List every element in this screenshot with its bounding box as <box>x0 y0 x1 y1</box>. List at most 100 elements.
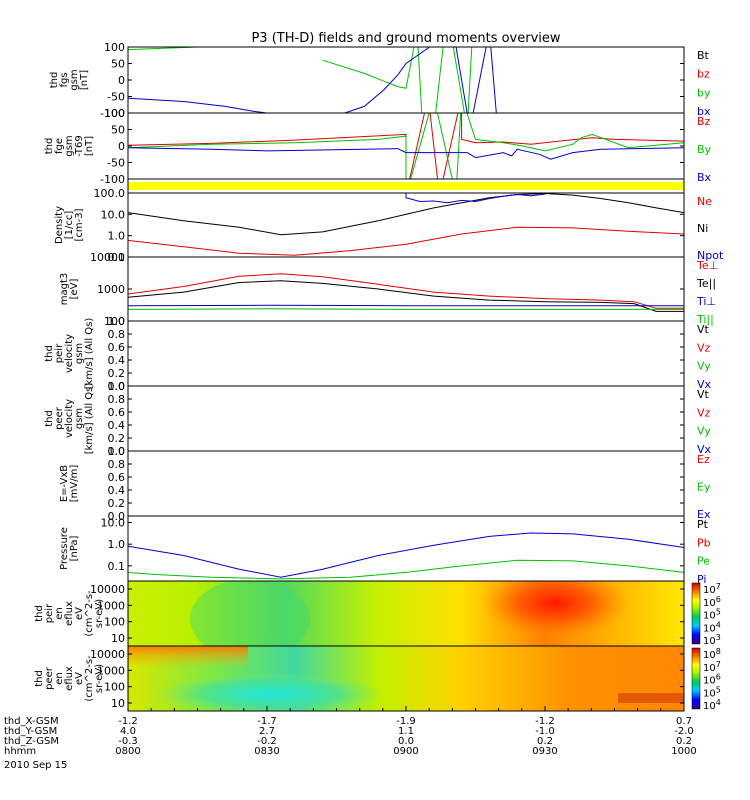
ylabel-peir-eflux: en <box>54 607 65 620</box>
ephemeris-value: -1.9 <box>396 716 416 727</box>
ylabel-peer-velocity: thd <box>44 410 55 427</box>
frame-peer-velocity <box>127 385 685 452</box>
legend-density-Npot: Npot <box>697 249 724 262</box>
ephemeris-value: 1.1 <box>398 726 414 737</box>
ytick-efield: 0.0 <box>108 510 126 523</box>
legend-efield-Ex: Ex <box>697 508 711 521</box>
ylabel-peir-velocity: thd <box>44 345 55 362</box>
series-density-Ni <box>128 193 684 236</box>
ylabel-peer-eflux: en <box>54 672 65 685</box>
ytick-temperature: 100 <box>104 315 125 328</box>
colorbar-label: 104 <box>703 620 721 634</box>
ytick-density: 1.0 <box>108 230 126 243</box>
legend-peir-velocity-Vx: Vx <box>697 378 712 391</box>
ytick-peer-velocity: 1.0 <box>108 380 126 393</box>
legend-fge-Bx: Bx <box>697 171 712 184</box>
date-label: 2010 Sep 15 <box>4 760 67 771</box>
ytick-peer-eflux: 1000 <box>97 664 125 677</box>
ylabel-peir-eflux: peir <box>44 603 55 623</box>
ytick-peir-eflux: 1000 <box>97 599 125 612</box>
colorbar-label: 104 <box>703 698 721 712</box>
series-pressure-Pe <box>128 559 684 580</box>
ytick-temperature: 1000 <box>97 283 125 296</box>
ytick-fgs: 0 <box>118 74 125 87</box>
series-temperature-Ti|| <box>128 308 684 310</box>
ylabel-peir-eflux: (cm^2-s- <box>84 590 95 637</box>
ylabel-peer-eflux: thd <box>34 670 45 687</box>
ylabel-peir-velocity: [km/s] (All Qs) <box>84 318 95 390</box>
ylabel-peer-eflux: (cm^2-s- <box>84 655 95 702</box>
ytick-peir-eflux: 10 <box>111 632 125 645</box>
ytick-efield: 0.8 <box>108 458 126 471</box>
colorbar-label: 106 <box>703 595 721 609</box>
legend-peir-velocity-Vt: Vt <box>697 323 710 336</box>
ylabel-peir-velocity: gsm <box>74 343 85 364</box>
ytick-fgs: 100 <box>104 41 125 54</box>
frame-temperature <box>127 256 685 322</box>
legend-peir-velocity-Vz: Vz <box>697 341 711 354</box>
colorbar-label: 108 <box>703 647 721 661</box>
ytick-density: 10.0 <box>101 208 126 221</box>
panel-pressure: 10.0 1.0 0.1 Pressure [nPa] Pt Pb Pe Pi <box>59 515 711 586</box>
ephemeris-value: 1000 <box>671 746 696 757</box>
ytick-fge: -50 <box>107 157 125 170</box>
ephemeris-value: -1.0 <box>535 726 555 737</box>
legend-fgs-bx: bx <box>697 105 711 118</box>
ylabel-peir-eflux: eflux <box>64 601 75 626</box>
legend-pressure-Pt: Pt <box>697 518 709 531</box>
ylabel-temperature: magt3 <box>59 273 70 306</box>
ion-spectrogram <box>128 581 684 646</box>
ytick-fgs: -50 <box>107 91 125 104</box>
ytick-peer-velocity: 0.4 <box>108 419 126 432</box>
panel-fgs: 100 50 0 -50 -100 thd fgs gsm [nT] Bt bz by bx <box>49 41 711 120</box>
ytick-efield: 0.4 <box>108 484 126 497</box>
legend-efield-Ey: Ey <box>697 481 711 494</box>
ephemeris-value: 2.7 <box>259 726 275 737</box>
ytick-efield: 0.2 <box>108 497 126 510</box>
legend-temperature-Te⊥: Te⊥ <box>696 259 718 272</box>
frame-efield <box>127 450 685 517</box>
ylabel-density: Density <box>54 206 65 244</box>
frame-peir-velocity <box>127 320 685 387</box>
ylabel-peir-eflux: eV <box>74 607 85 620</box>
legend-fge-By: By <box>697 143 712 156</box>
legend-density-Ni: Ni <box>697 222 708 235</box>
ytick-pressure: 10.0 <box>101 517 126 530</box>
ylabel-efield: E=-VxB <box>59 465 70 502</box>
legend-pressure-Pe: Pe <box>697 555 710 568</box>
ytick-pressure: 1.0 <box>108 538 126 551</box>
ylabel-temperature: [eV] <box>69 279 80 300</box>
legend-pressure-Pb: Pb <box>697 536 711 549</box>
ytick-fge: 100 <box>104 107 125 120</box>
ephemeris-value: -1.7 <box>257 716 277 727</box>
electron-spectrogram <box>128 646 684 711</box>
ylabel-peer-eflux: eV <box>74 672 85 685</box>
ylabel-fgs: gsm <box>69 69 80 90</box>
ylabel-pressure: Pressure <box>59 527 70 570</box>
ytick-fgs: 50 <box>111 58 125 71</box>
panel-peir-eflux: 10000 1000 100 10 thd peir en eflux eV (cm^2-s-sr… <box>34 580 721 647</box>
figure-title: P3 (TH-D) fields and ground moments over… <box>251 31 560 46</box>
series-pressure-Pi <box>128 532 684 578</box>
series-fge-Bx <box>128 147 684 160</box>
series-density-Ne <box>128 226 684 256</box>
frame-fgs <box>127 46 685 114</box>
ytick-efield: 1.0 <box>108 445 126 458</box>
ytick-peir-velocity: 0.4 <box>108 354 126 367</box>
ylabel-peir-eflux: thd <box>34 605 45 622</box>
series-fge-Bz <box>128 113 684 179</box>
ytick-fge: 50 <box>111 124 125 137</box>
ytick-peir-velocity: 0.8 <box>108 328 126 341</box>
legend-peer-velocity-Vt: Vt <box>697 388 710 401</box>
legend-fgs-by: by <box>697 86 711 99</box>
ytick-peer-velocity: 0.0 <box>108 445 126 458</box>
colorbar-peer-eflux <box>691 647 701 710</box>
ephemeris-value: 0.2 <box>676 736 692 747</box>
panel-fge: 100 50 0 -50 -100 thd fge gsm -T69 [nT] Bz By Bx <box>44 107 712 186</box>
ytick-peir-velocity: 0.6 <box>108 341 126 354</box>
ylabel-peer-eflux: sr-eV) <box>94 664 105 693</box>
ytick-density: 0.1 <box>108 251 126 264</box>
ylabel-peer-velocity: velocity <box>64 399 75 438</box>
ylabel-peer-eflux: eflux <box>64 666 75 691</box>
